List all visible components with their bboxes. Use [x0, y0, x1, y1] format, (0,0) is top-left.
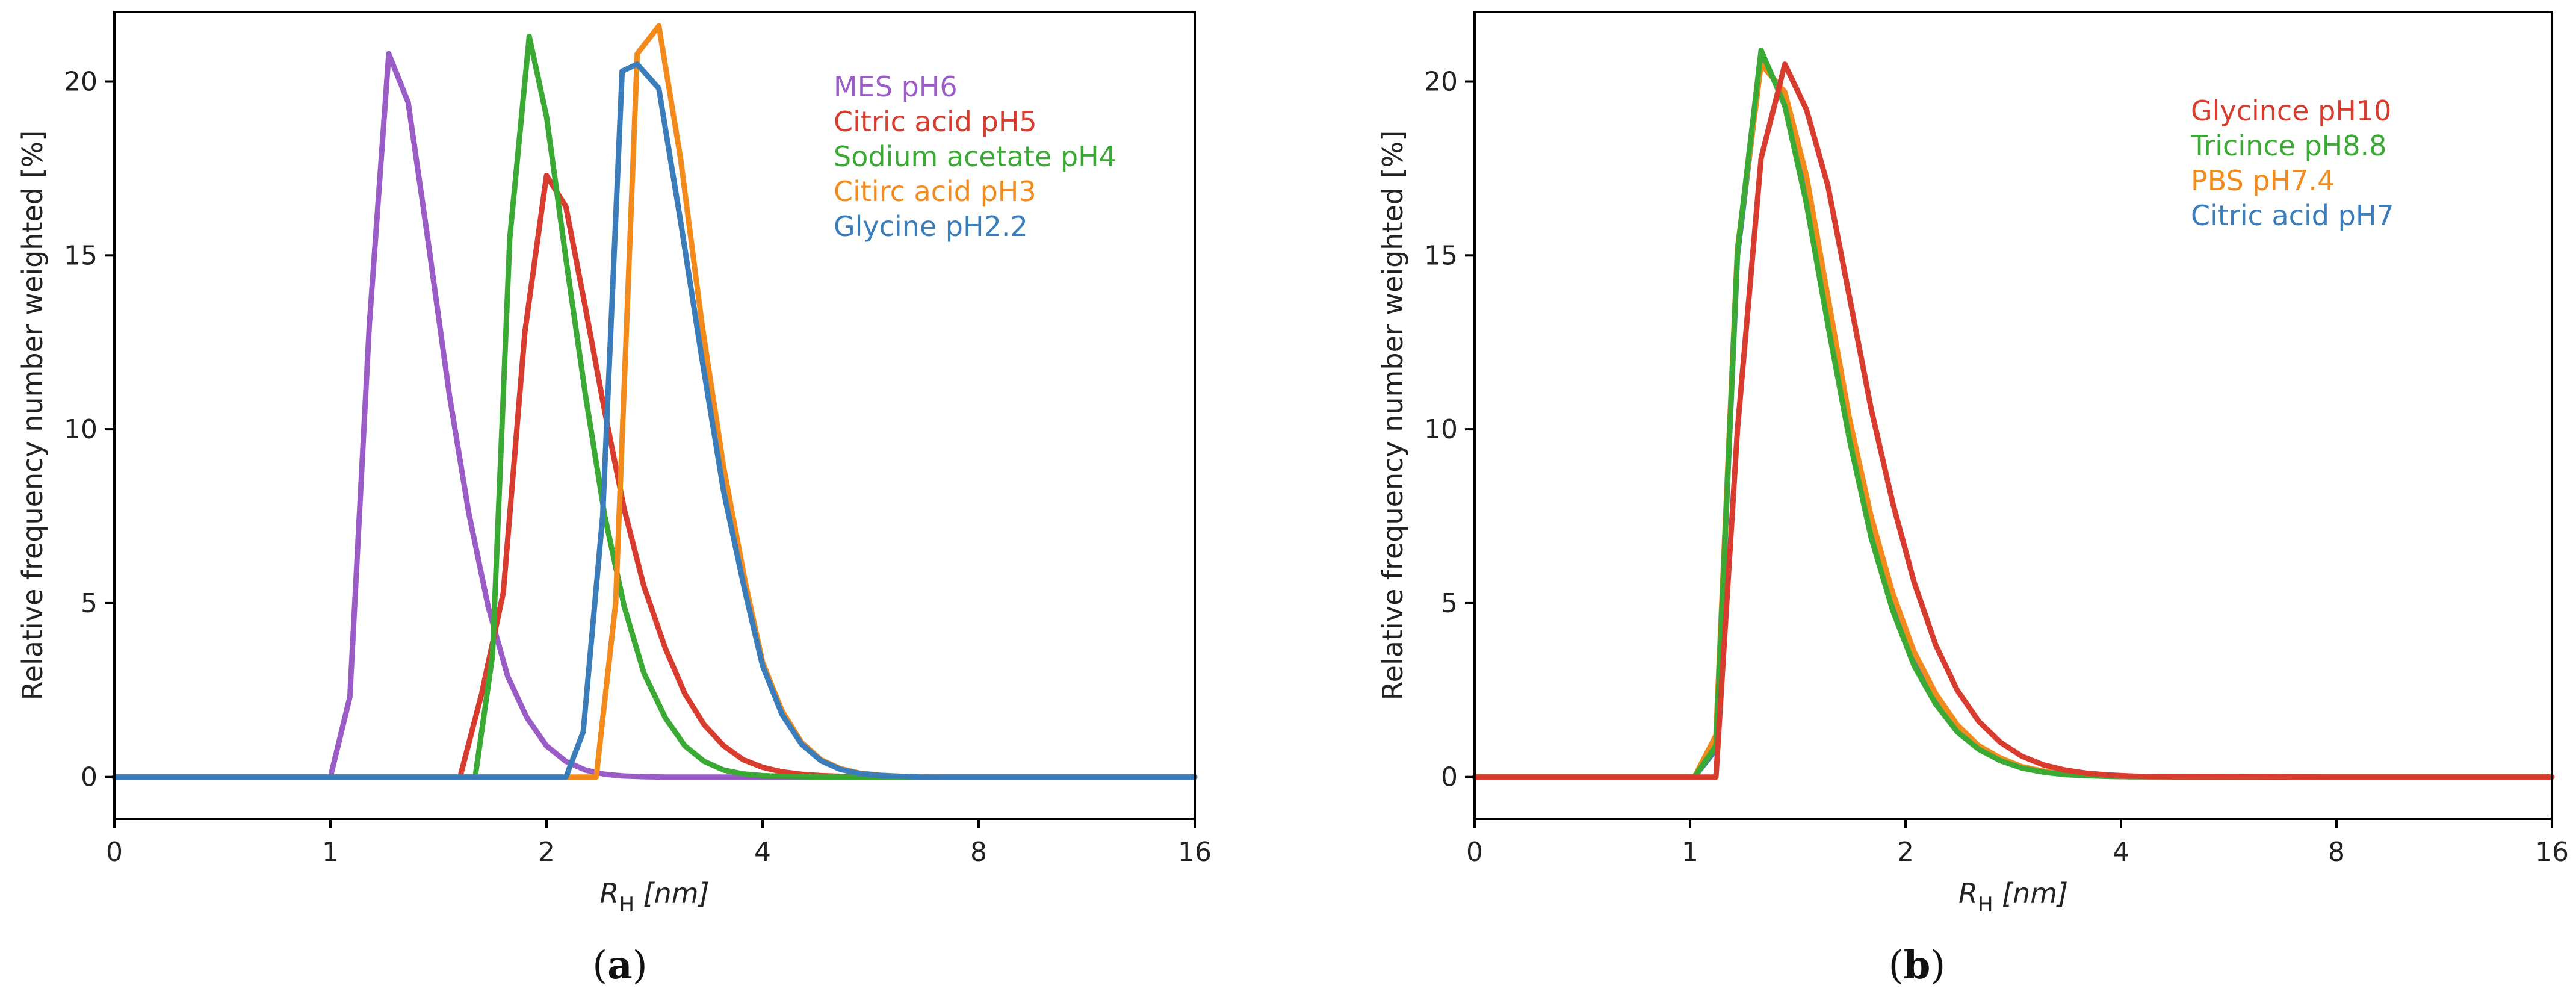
x-axis-label-main: R — [1958, 877, 1978, 910]
legend-entry-tricince-ph8-8: Tricince pH8.8 — [2190, 129, 2386, 162]
x-axis-label-unit: [nm] — [634, 877, 709, 910]
x-tick-label: 1 — [1682, 837, 1698, 868]
y-axis-label: Relative frequency number weighted [%] — [1376, 131, 1409, 700]
series-line-glycince-ph10 — [1472, 61, 2555, 780]
legend-entry-citric-acid-ph7: Citric acid pH7 — [2191, 199, 2394, 232]
panel-caption-letter: b — [1904, 943, 1931, 988]
panel-caption-close: ) — [633, 943, 648, 988]
y-axis-label: Relative frequency number weighted [%] — [16, 131, 49, 700]
panel-caption-open: ( — [1889, 943, 1904, 988]
chart-panel-b: 0 5 10 15 20 0 1 2 4 8 16 RH [nm] Relative frequency… — [1376, 11, 2569, 988]
x-axis-label-sub: H — [1978, 893, 1993, 917]
legend-entry-citric-acid-ph5: Citric acid pH5 — [834, 105, 1037, 138]
x-tick-label: 16 — [1178, 837, 1212, 868]
panel-caption-close: ) — [1930, 943, 1945, 988]
x-axis-label: RH [nm] — [1958, 877, 2068, 917]
series-line-citric-acid-ph7 — [1472, 58, 2555, 780]
y-tick-label: 20 — [64, 67, 98, 98]
panel-caption: (a) — [592, 943, 647, 988]
legend-entry-pbs-ph7-4: PBS pH7.4 — [2191, 164, 2335, 197]
series-line-pbs-ph7-4 — [1472, 61, 2555, 780]
x-axis-label-unit: [nm] — [1993, 877, 2068, 910]
y-tick-label: 5 — [1441, 588, 1458, 619]
x-tick-label: 2 — [1897, 837, 1914, 868]
panel-caption-open: ( — [592, 943, 607, 988]
y-tick-label: 15 — [64, 240, 98, 271]
series-line-mes-ph6 — [111, 51, 1198, 780]
plot-frame — [1473, 11, 2553, 820]
y-tick-label: 15 — [1424, 240, 1458, 271]
x-tick-label: 1 — [322, 837, 339, 868]
series-line-citric-acid-ph5 — [111, 173, 1198, 780]
x-tick-label: 8 — [2328, 837, 2345, 868]
x-axis-label: RH [nm] — [599, 877, 709, 917]
x-tick-label: 8 — [970, 837, 987, 868]
y-tick-label: 0 — [81, 762, 98, 793]
y-tick-label: 5 — [81, 588, 98, 619]
panel-caption: (b) — [1889, 943, 1946, 988]
series-line-sodium-acetate-ph4 — [111, 33, 1198, 780]
series-line-glycine-ph2-2 — [111, 61, 1198, 780]
x-tick-label: 16 — [2535, 837, 2569, 868]
plot-frame — [113, 11, 1196, 820]
y-tick-label: 10 — [64, 414, 98, 445]
y-tick-label: 10 — [1424, 414, 1458, 445]
x-tick-label: 4 — [754, 837, 771, 868]
x-axis-label-sub: H — [619, 893, 634, 917]
legend-entry-citirc-acid-ph3: Citirc acid pH3 — [834, 175, 1036, 208]
legend-entry-mes-ph6: MES pH6 — [834, 70, 958, 103]
panel-caption-letter: a — [607, 943, 632, 988]
x-tick-label: 4 — [2113, 837, 2129, 868]
x-axis-label-main: R — [599, 877, 619, 910]
x-tick-label: 0 — [106, 837, 123, 868]
series-line-citirc-acid-ph3 — [111, 23, 1198, 780]
x-tick-label: 0 — [1466, 837, 1483, 868]
legend-entry-glycince-ph10: Glycince pH10 — [2191, 95, 2391, 127]
legend-entry-glycine-ph2-2: Glycine pH2.2 — [834, 210, 1028, 243]
x-tick-label: 2 — [538, 837, 555, 868]
y-tick-label: 20 — [1424, 67, 1458, 98]
chart-panel-a: 0 5 10 15 20 0 1 2 4 8 16 RH [nm] Relative frequency… — [16, 11, 1212, 988]
legend-entry-sodium-acetate-ph4: Sodium acetate pH4 — [834, 140, 1116, 173]
y-tick-label: 0 — [1441, 762, 1458, 793]
series-line-tricince-ph8-8 — [1472, 48, 2555, 780]
